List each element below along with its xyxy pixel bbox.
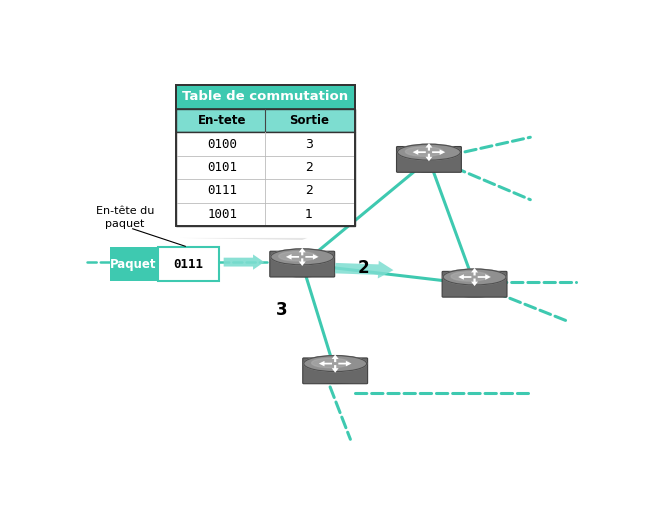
Ellipse shape	[303, 370, 367, 383]
FancyArrow shape	[338, 361, 351, 366]
FancyArrow shape	[458, 274, 472, 280]
FancyBboxPatch shape	[110, 247, 158, 281]
FancyBboxPatch shape	[175, 132, 356, 226]
Ellipse shape	[398, 144, 460, 160]
Ellipse shape	[271, 249, 334, 265]
FancyBboxPatch shape	[303, 358, 368, 384]
FancyArrow shape	[332, 365, 339, 373]
FancyBboxPatch shape	[175, 109, 356, 132]
FancyArrow shape	[299, 258, 305, 266]
Ellipse shape	[451, 271, 489, 281]
Text: 2: 2	[305, 161, 313, 174]
FancyArrow shape	[335, 261, 394, 278]
Text: 1: 1	[339, 205, 351, 223]
FancyArrow shape	[319, 361, 332, 366]
FancyArrow shape	[299, 248, 305, 255]
Polygon shape	[181, 238, 307, 240]
FancyArrow shape	[432, 150, 445, 155]
FancyArrow shape	[305, 254, 318, 259]
Text: 2: 2	[357, 259, 369, 277]
Text: 0111: 0111	[173, 258, 203, 270]
FancyArrow shape	[471, 268, 478, 276]
FancyArrow shape	[471, 279, 478, 286]
Ellipse shape	[398, 159, 460, 172]
Text: 0111: 0111	[207, 184, 237, 197]
Text: En-tête du
paquet: En-tête du paquet	[95, 206, 154, 230]
Text: 1: 1	[305, 208, 313, 221]
FancyArrow shape	[426, 143, 432, 151]
Ellipse shape	[271, 264, 334, 277]
FancyBboxPatch shape	[270, 251, 335, 277]
Text: 2: 2	[305, 184, 313, 197]
Text: Table de commutation: Table de commutation	[182, 90, 349, 104]
Text: 0101: 0101	[207, 161, 237, 174]
Ellipse shape	[279, 252, 317, 261]
FancyBboxPatch shape	[175, 85, 356, 109]
Text: Paquet: Paquet	[111, 258, 157, 270]
FancyArrow shape	[332, 355, 339, 362]
Text: En-tete: En-tete	[198, 114, 247, 127]
FancyBboxPatch shape	[396, 146, 461, 172]
Text: 1001: 1001	[207, 208, 237, 221]
FancyArrow shape	[224, 255, 264, 270]
Ellipse shape	[405, 147, 443, 156]
FancyArrow shape	[477, 274, 491, 280]
FancyArrow shape	[426, 154, 432, 161]
Ellipse shape	[311, 358, 349, 368]
FancyArrow shape	[286, 254, 299, 259]
Text: 3: 3	[305, 138, 313, 151]
Ellipse shape	[303, 356, 367, 371]
Ellipse shape	[443, 284, 506, 297]
Text: Sortie: Sortie	[288, 114, 329, 127]
Text: 3: 3	[276, 301, 288, 320]
FancyBboxPatch shape	[158, 247, 218, 281]
FancyBboxPatch shape	[442, 271, 507, 297]
Text: 0100: 0100	[207, 138, 237, 151]
FancyArrow shape	[413, 150, 426, 155]
Ellipse shape	[443, 269, 506, 285]
